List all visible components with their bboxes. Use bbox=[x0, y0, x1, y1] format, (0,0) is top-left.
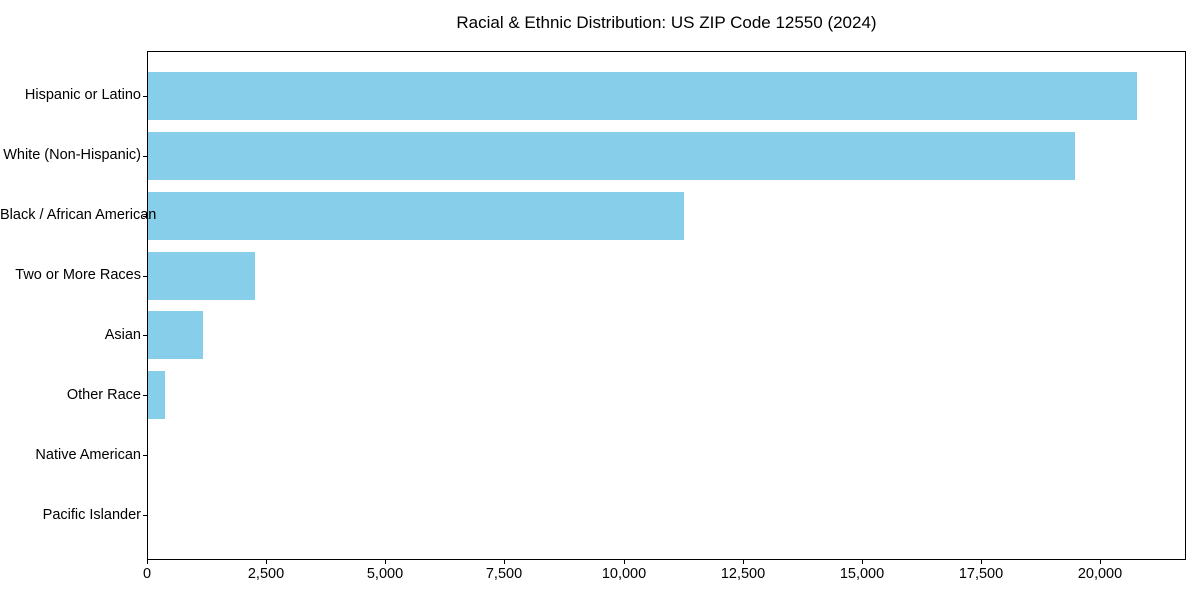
y-tick-mark bbox=[143, 216, 147, 217]
x-tick-label-2500: 2,500 bbox=[247, 566, 285, 582]
y-tick-label-white-non-hispanic: White (Non-Hispanic) bbox=[3, 147, 141, 163]
x-tick-mark bbox=[147, 560, 148, 564]
bar-black-african-american bbox=[148, 192, 684, 240]
y-tick-mark bbox=[143, 395, 147, 396]
y-tick-mark bbox=[143, 156, 147, 157]
bar-white-non-hispanic bbox=[148, 132, 1075, 180]
bar-two-or-more-races bbox=[148, 252, 255, 300]
x-tick-label-20000: 20,000 bbox=[1077, 566, 1123, 582]
x-tick-mark bbox=[1100, 560, 1101, 564]
x-tick-mark bbox=[504, 560, 505, 564]
y-tick-label-other-race: Other Race bbox=[66, 387, 141, 403]
x-tick-label-17500: 17,500 bbox=[958, 566, 1004, 582]
x-tick-label-15000: 15,000 bbox=[839, 566, 885, 582]
y-tick-mark bbox=[143, 335, 147, 336]
y-tick-label-native-american: Native American bbox=[35, 447, 141, 463]
bar-other-race bbox=[148, 371, 165, 419]
y-tick-mark bbox=[143, 455, 147, 456]
y-tick-mark bbox=[143, 96, 147, 97]
y-tick-mark bbox=[143, 515, 147, 516]
bar-hispanic-or-latino bbox=[148, 72, 1137, 120]
y-tick-label-two-or-more-races: Two or More Races bbox=[15, 267, 141, 283]
y-tick-label-black-african-american: Black / African American bbox=[0, 207, 157, 223]
x-tick-mark bbox=[862, 560, 863, 564]
x-tick-mark bbox=[981, 560, 982, 564]
x-tick-label-0: 0 bbox=[142, 566, 152, 582]
x-tick-mark bbox=[624, 560, 625, 564]
plot-area bbox=[147, 51, 1186, 560]
x-tick-mark bbox=[743, 560, 744, 564]
x-tick-label-5000: 5,000 bbox=[366, 566, 404, 582]
y-tick-label-pacific-islander: Pacific Islander bbox=[42, 507, 141, 523]
bar-asian bbox=[148, 311, 203, 359]
x-tick-label-10000: 10,000 bbox=[601, 566, 647, 582]
chart-title: Racial & Ethnic Distribution: US ZIP Cod… bbox=[456, 13, 877, 32]
x-tick-mark bbox=[266, 560, 267, 564]
x-tick-label-12500: 12,500 bbox=[720, 566, 766, 582]
y-tick-mark bbox=[143, 276, 147, 277]
x-tick-label-7500: 7,500 bbox=[485, 566, 523, 582]
y-tick-label-hispanic-or-latino: Hispanic or Latino bbox=[24, 87, 141, 103]
x-tick-mark bbox=[385, 560, 386, 564]
y-tick-label-asian: Asian bbox=[104, 327, 141, 343]
